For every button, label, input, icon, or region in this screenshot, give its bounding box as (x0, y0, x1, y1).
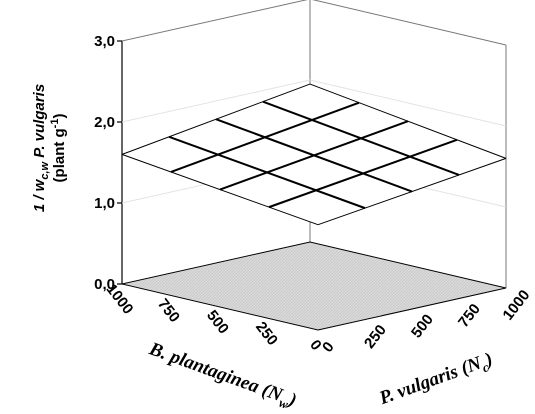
wall-grid-line (309, 79, 507, 127)
z-tick-label: 3,0 (94, 33, 115, 50)
z-label-subscript: c,w (39, 160, 51, 179)
x-label-main: P. vulgaris (N (376, 352, 486, 409)
z-label-unit-b: ) (51, 114, 68, 119)
response-surface (121, 83, 507, 226)
z-axis-label: 1 / wc,w P. vulgaris (plant g-1) (31, 84, 68, 212)
z-label-superscript: -1 (49, 119, 61, 129)
y-tick-label: 250 (252, 319, 281, 349)
x-tick-label: 1000 (499, 287, 533, 324)
svg-text:(plant g-1): (plant g-1) (49, 114, 68, 183)
x-tick-label: 250 (361, 322, 390, 352)
x-axis-label: P. vulgaris (Nc) (376, 349, 497, 413)
z-label-part-b: P. vulgaris (31, 84, 48, 158)
surface-grid-line (219, 120, 409, 191)
y-axis-label: B. plantaginea (Nw) (145, 338, 300, 414)
z-tick-label: 0,0 (94, 276, 115, 293)
surface-grid-line (121, 83, 311, 155)
y-label-main: B. plantaginea (N (146, 338, 287, 406)
top-right-edge (312, 0, 507, 46)
surface-grid-line (268, 138, 458, 209)
z-label-unit-a: (plant g (51, 128, 68, 182)
top-back-edge (121, 0, 308, 42)
floor-area (121, 241, 507, 331)
z-tick-label: 2,0 (94, 114, 115, 131)
y-tick-label: 500 (203, 307, 232, 337)
z-tick-label: 1,0 (94, 195, 115, 212)
z-label-part-a: 1 / w (31, 178, 48, 212)
svg-text:P. vulgaris (Nc): P. vulgaris (Nc) (376, 349, 497, 413)
x-label-subscript: c (480, 359, 491, 375)
x-tick-label: 750 (455, 301, 484, 331)
svg-text:B. plantaginea (Nw): B. plantaginea (Nw) (145, 338, 300, 414)
svg-text:1 / wc,w P. vulgaris: 1 / wc,w P. vulgaris (31, 84, 51, 212)
floor-plane (121, 241, 507, 331)
x-tick-label: 0 (319, 339, 338, 356)
x-tick-label: 500 (408, 311, 437, 341)
wall-grid-line (121, 79, 311, 123)
surface-grid-line (317, 157, 507, 226)
y-tick-label: 750 (154, 296, 183, 326)
surface-grid-line (170, 101, 360, 173)
